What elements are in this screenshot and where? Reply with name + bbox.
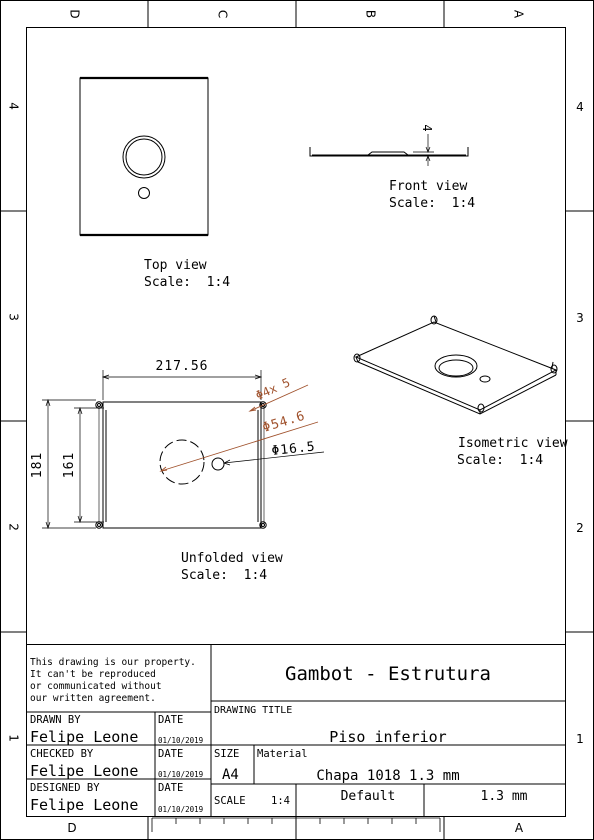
isometric-large-hole: [434, 354, 478, 378]
title-block-notice: This drawing is our property. It can't b…: [30, 657, 196, 704]
thickness-value: 1.3 mm: [481, 789, 528, 804]
dim-height-outer: 181: [30, 452, 45, 478]
zone-bottom-d: D: [67, 821, 76, 835]
isometric-view-title: Isometric view: [458, 436, 568, 451]
front-view-scale: Scale: 1:4: [389, 196, 475, 211]
zone-top-c: C: [216, 10, 230, 18]
top-view-scale: Scale: 1:4: [144, 275, 230, 290]
front-view-title: Front view: [389, 179, 467, 194]
drawing-title: Piso inferior: [329, 728, 446, 746]
notice-line-4: our written agreement.: [30, 693, 156, 704]
bottom-ruler: [151, 817, 441, 832]
unfolded-view-title: Unfolded view: [181, 551, 283, 566]
size-label: SIZE: [214, 748, 239, 760]
zone-top-d: D: [68, 9, 82, 18]
top-view-title: Top view: [144, 258, 207, 273]
dim-width: 217.56: [156, 359, 209, 374]
top-view: [79, 76, 209, 237]
accent-leaders: [159, 384, 319, 472]
checked-by-date-label: DATE: [158, 748, 183, 760]
zone-top-a: A: [512, 10, 526, 19]
zone-right-1: 1: [576, 732, 584, 746]
zone-bottom-a: A: [515, 821, 524, 835]
unfolded-view-scale: Scale: 1:4: [181, 568, 267, 583]
dim-large-hole: Φ54.6: [261, 409, 308, 436]
finish-value: Default: [341, 789, 396, 804]
designed-by-date-label: DATE: [158, 782, 183, 794]
zone-left-1: 1: [7, 734, 21, 742]
top-view-plate: [79, 77, 209, 236]
zone-right-2: 2: [576, 521, 584, 535]
notice-line-2: It can't be reproduced: [30, 669, 156, 680]
zone-right-3: 3: [576, 311, 584, 325]
zone-top-b: B: [364, 10, 378, 18]
checked-by-name: Felipe Leone: [30, 762, 138, 780]
designed-by-date: 01/10/2019: [158, 805, 203, 814]
top-view-large-hole: [122, 135, 166, 179]
title-block: [26, 644, 566, 817]
zone-left-2: 2: [7, 523, 21, 531]
dim-corner-holes: Φ4x 5: [254, 375, 293, 402]
zone-right-4: 4: [576, 100, 584, 114]
drawn-by-date: 01/10/2019: [158, 736, 203, 745]
zone-left-3: 3: [7, 313, 21, 321]
isometric-view: [353, 315, 558, 415]
notice-line-3: or communicated without: [30, 681, 162, 692]
scale-label: SCALE: [214, 795, 246, 807]
unfolded-small-hole: [211, 457, 225, 471]
checked-by-label: CHECKED BY: [30, 748, 94, 760]
notice-line-1: This drawing is our property.: [30, 657, 196, 668]
isometric-plate: [354, 321, 558, 411]
zone-left-4: 4: [7, 102, 21, 110]
dim-height-inner: 161: [62, 452, 77, 478]
checked-by-date: 01/10/2019: [158, 770, 203, 779]
front-view: [309, 134, 469, 166]
zone-labels: D C B A D A 4 3 2 1 4 3 2 1: [7, 9, 584, 835]
isometric-small-hole: [479, 375, 491, 383]
drawn-by-date-label: DATE: [158, 714, 183, 726]
material-value: Chapa 1018 1.3 mm: [316, 768, 459, 784]
drawn-by-name: Felipe Leone: [30, 728, 138, 746]
unfolded-outline: [102, 401, 262, 529]
project-title: Gambot - Estrutura: [285, 663, 491, 685]
drawing-title-label: DRAWING TITLE: [214, 705, 292, 716]
dim-small-hole: Φ16.5: [271, 439, 316, 459]
unfolded-view: [42, 370, 325, 530]
material-label: Material: [257, 748, 308, 760]
designed-by-name: Felipe Leone: [30, 796, 138, 814]
front-view-height-dim: 4: [420, 124, 434, 131]
designed-by-label: DESIGNED BY: [30, 782, 100, 794]
scale-value: 1:4: [271, 795, 290, 807]
drawn-by-label: DRAWN BY: [30, 714, 81, 726]
isometric-view-scale: Scale: 1:4: [457, 453, 543, 468]
top-view-small-hole: [138, 187, 150, 199]
size-value: A4: [222, 767, 239, 783]
unfolded-large-hole: [159, 439, 205, 485]
